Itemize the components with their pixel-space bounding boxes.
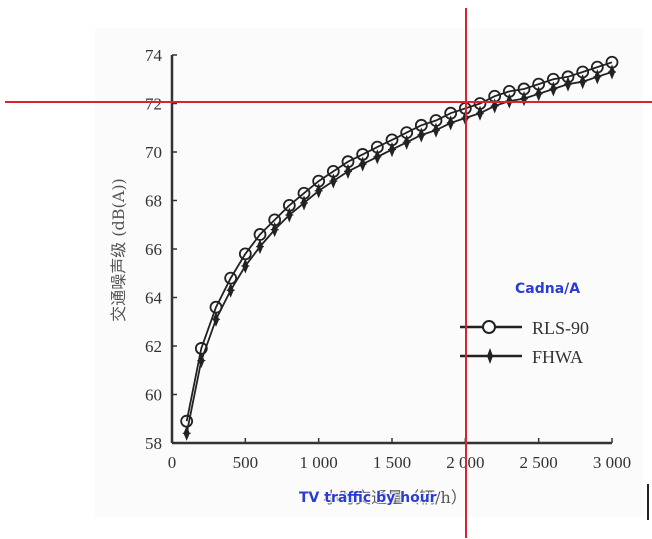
star-marker-icon [549,81,558,97]
star-marker-icon [241,258,250,274]
circle-marker-icon [253,228,267,241]
y-axis-ticks: 58 60 62 64 66 68 70 72 74 [145,46,177,453]
circle-marker-icon [429,114,443,127]
star-marker-icon [490,98,499,114]
star-marker-icon [285,207,294,223]
star-marker-icon [344,163,352,179]
legend-label-fhwa: FHWA [532,347,583,367]
crosshair [5,8,652,538]
star-marker-icon [329,173,338,189]
x-axis-title: 小时交通量（辆/h） [323,488,467,507]
y-tick-label: 64 [145,289,163,308]
circle-marker-icon [238,247,252,261]
x-caption-annotation-label: TV traffic by hour [299,490,437,506]
star-marker-icon [402,134,411,150]
star-marker-icon [608,64,616,80]
star-marker-icon [476,105,484,121]
y-tick-label: 62 [145,337,162,356]
star-marker-icon [256,239,264,255]
circle-marker-icon [370,140,384,154]
x-tick-label: 3 000 [593,453,631,472]
x-tick-label: 0 [168,453,177,472]
circle-marker-icon [180,414,194,428]
text-cursor [647,484,649,520]
legend-circle-marker-icon [482,320,496,334]
circle-marker-icon [268,213,282,227]
star-marker-icon [520,91,528,107]
star-marker-icon [212,311,220,327]
y-tick-label: 60 [145,386,162,405]
circle-marker-icon [385,133,399,147]
y-axis-title: 交通噪声级 (dB(A)) [109,178,128,322]
circle-marker-icon [414,118,428,132]
star-marker-icon [358,156,367,172]
circle-marker-icon [297,186,311,200]
circle-marker-icon [400,126,414,140]
star-marker-icon [373,149,382,165]
circle-marker-icon [546,72,560,86]
y-tick-label: 74 [145,46,163,65]
star-marker-icon [564,76,572,92]
legend-label-rls90: RLS-90 [532,318,589,338]
star-marker-icon [432,122,440,138]
circle-marker-icon [341,155,355,169]
y-tick-label: 72 [145,95,162,114]
y-tick-label: 70 [145,143,162,162]
circle-marker-icon [194,342,208,355]
circle-marker-icon [605,55,619,69]
legend: RLS-90 FHWA [460,318,589,367]
star-marker-icon [300,195,308,211]
y-tick-label: 58 [145,434,162,453]
circle-marker-icon [502,84,516,98]
circle-marker-icon [282,198,296,212]
star-marker-icon [534,86,543,102]
star-marker-icon [270,222,279,238]
model-annotation-label: Cadna/A [515,281,581,297]
series-line-rls-90 [185,61,613,422]
star-marker-icon [578,74,587,90]
star-marker-icon [226,282,235,298]
star-marker-icon [417,127,426,143]
y-tick-label: 68 [145,192,162,211]
star-marker-icon [388,142,396,158]
circle-marker-icon [473,97,487,110]
star-marker-icon [182,425,191,441]
circle-marker-icon [590,60,604,74]
data-series [180,55,619,441]
x-tick-label: 2 500 [520,453,558,472]
circle-marker-icon [224,271,238,285]
circle-marker-icon [209,300,223,314]
circle-marker-icon [444,106,458,120]
circle-marker-icon [576,65,590,79]
circle-marker-icon [312,174,326,188]
x-tick-label: 500 [233,453,259,472]
star-marker-icon [593,69,602,85]
star-marker-icon [197,352,206,369]
y-tick-label: 66 [145,240,162,259]
circle-marker-icon [517,82,531,96]
star-marker-icon [446,115,455,131]
legend-star-marker-icon [487,348,493,364]
x-tick-label: 1 500 [373,453,411,472]
star-marker-icon [314,183,323,199]
x-tick-label: 1 000 [300,453,338,472]
circle-marker-icon [356,148,370,161]
circle-marker-icon [532,77,546,91]
circle-marker-icon [326,164,340,178]
circle-marker-icon [561,70,575,84]
axes [170,55,612,445]
